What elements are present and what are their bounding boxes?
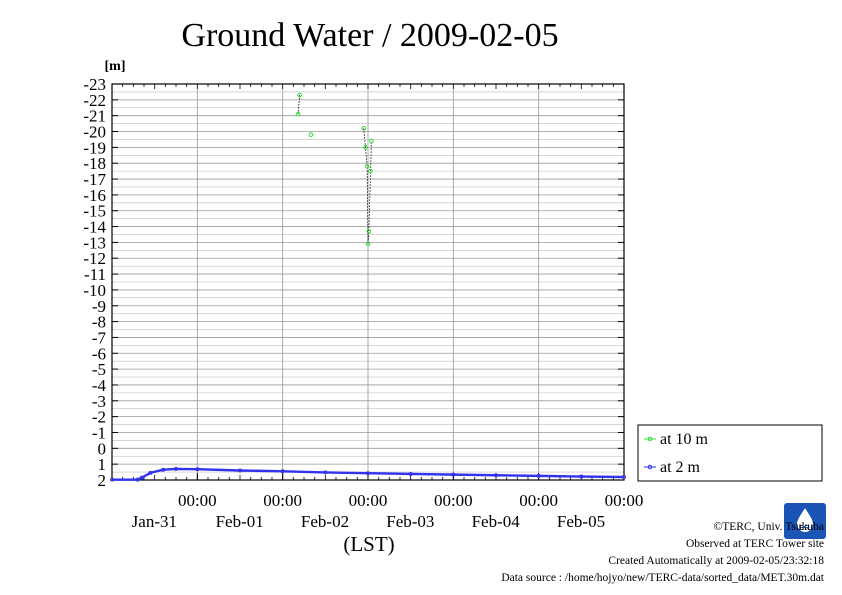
series-10m-line (363, 128, 372, 245)
x-tick-date-label: Feb-01 (216, 512, 264, 531)
series-10m-point (308, 132, 314, 137)
chart-title: Ground Water / 2009-02-05 (181, 17, 558, 54)
legend-label: at 10 m (660, 431, 709, 448)
grid-lines (112, 83, 625, 481)
y-axis-label: [m] (105, 59, 126, 74)
y-tick-label: -21 (83, 107, 106, 126)
y-tick-label: -12 (83, 249, 106, 268)
y-tick-label: -17 (83, 170, 106, 189)
y-tick-label: -3 (92, 392, 106, 411)
terc-logo (784, 503, 826, 539)
y-tick-label: 2 (98, 471, 107, 490)
y-tick-label: 0 (98, 439, 107, 458)
series-10m-point (368, 168, 373, 174)
series-2m-point (161, 467, 166, 472)
series-10m-point (364, 164, 370, 169)
series-2m-point (493, 473, 498, 478)
x-tick-time-label: 00:00 (605, 491, 644, 510)
series-2m-point (110, 477, 115, 482)
series-2m-point (237, 468, 242, 473)
logo-label: TERC (793, 525, 817, 532)
series-10m-point (369, 138, 374, 144)
x-axis: 00:00Jan-3100:00Feb-0100:00Feb-0200:00Fe… (111, 84, 644, 531)
y-tick-label: -8 (92, 313, 106, 332)
legend-box (637, 424, 823, 482)
y-tick-label: -2 (92, 408, 106, 427)
y-tick-label: -9 (92, 297, 106, 316)
series-10m-point (297, 92, 303, 98)
series-10m-line (297, 95, 301, 115)
series-2m-point (173, 466, 178, 471)
y-tick-label: -13 (83, 233, 106, 252)
legend-label: at 2 m (660, 459, 701, 476)
legend-marker (647, 464, 653, 470)
y-axis: 210-1-2-3-4-5-6-7-8-9-10-11-12-13-14-15-… (83, 75, 624, 490)
y-tick-label: -14 (83, 218, 106, 237)
x-tick-date-label: Feb-05 (557, 512, 605, 531)
series-2m-line (112, 467, 625, 481)
y-tick-label: -18 (83, 154, 106, 173)
water-drop-icon (797, 508, 813, 532)
footer-created: Created Automatically at 2009-02-05/23:3… (608, 555, 824, 567)
series-2m-point (148, 470, 153, 475)
x-tick-date-label: Jan-31 (132, 512, 177, 531)
y-tick-label: -6 (92, 344, 106, 363)
series-2m-point (195, 467, 200, 472)
legend-marker (647, 436, 653, 442)
series-10m-point (361, 126, 367, 131)
y-tick-label: -1 (92, 423, 106, 442)
y-tick-label: -22 (83, 91, 106, 110)
y-tick-label: -11 (84, 265, 106, 284)
series-2m-point (280, 469, 285, 474)
x-tick-time-label: 00:00 (263, 491, 302, 510)
footer-copyright: ©TERC, Univ. Tsukuba (713, 521, 824, 533)
footer-source: Data source : /home/hojyo/new/TERC-data/… (501, 572, 824, 584)
y-tick-label: -5 (92, 360, 106, 379)
series-2m-point (323, 470, 328, 475)
y-tick-label: -16 (83, 186, 106, 205)
x-tick-time-label: 00:00 (434, 491, 473, 510)
x-tick-time-label: 00:00 (178, 491, 217, 510)
x-tick-time-label: 00:00 (519, 491, 558, 510)
series-2m-point (536, 473, 541, 478)
series-2m-point (579, 474, 584, 479)
series-10m-point (366, 229, 372, 234)
y-tick-label: -7 (92, 328, 107, 347)
y-tick-label: -10 (83, 281, 106, 300)
y-tick-label: -23 (83, 75, 106, 94)
x-tick-time-label: 00:00 (349, 491, 388, 510)
series-2m-point (135, 477, 140, 482)
series-2m-point (139, 475, 144, 480)
series-2m-point (622, 474, 627, 479)
y-tick-label: -15 (83, 202, 106, 221)
series-2m-point (365, 471, 370, 476)
x-axis-label: (LST) (343, 532, 394, 556)
y-tick-label: 1 (98, 455, 107, 474)
footer-observed: Observed at TERC Tower site (685, 538, 824, 550)
series-10m-point (363, 145, 368, 150)
y-tick-label: -19 (83, 138, 106, 157)
series-10m-point (365, 241, 371, 247)
x-tick-date-label: Feb-02 (301, 512, 349, 531)
y-tick-label: -4 (92, 376, 107, 395)
legend: at 10 m at 2 m (637, 424, 823, 482)
series-2m-point (408, 471, 413, 476)
series-2m-point (451, 472, 456, 477)
x-tick-date-label: Feb-04 (472, 512, 521, 531)
x-tick-date-label: Feb-03 (386, 512, 434, 531)
y-tick-label: -20 (83, 123, 106, 142)
series-10m-point (295, 111, 301, 117)
series-layer (110, 92, 627, 482)
